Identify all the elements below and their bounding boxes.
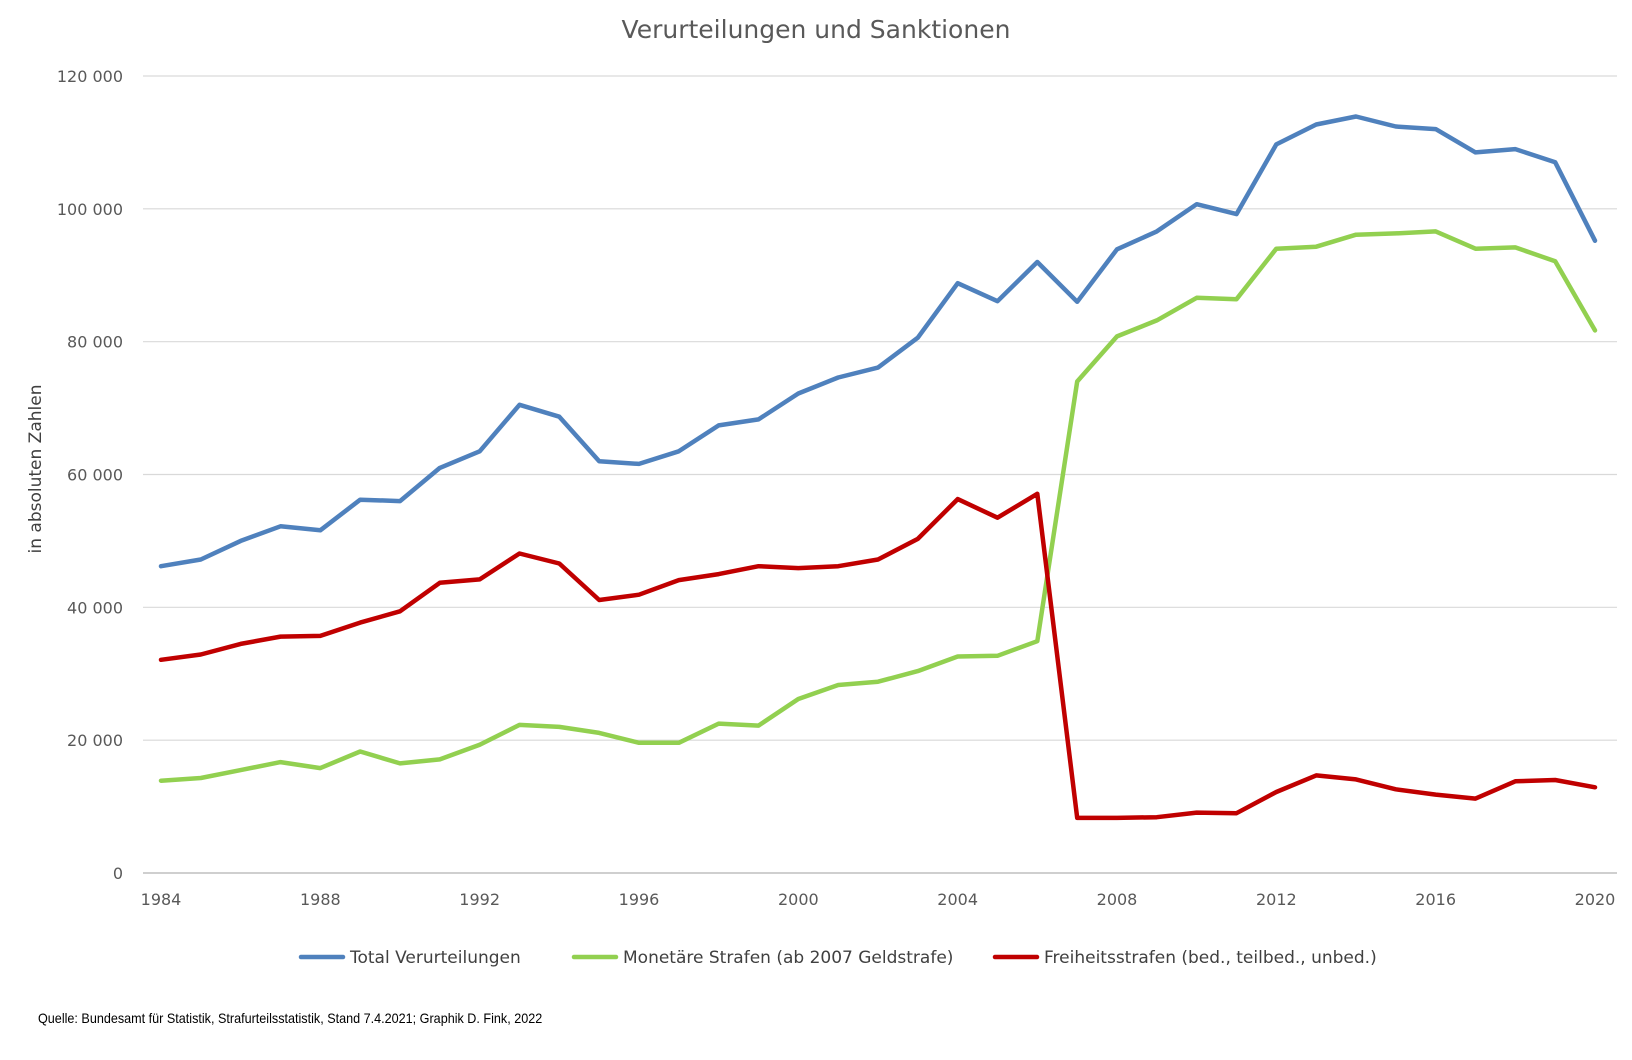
x-tick-label: 1984	[141, 890, 182, 909]
y-tick-label: 60 000	[67, 466, 123, 485]
x-axis-ticks: 1984 1988 1992 1996 2000 2004 2008 2012 2016 2020	[141, 890, 1616, 909]
y-tick-label: 0	[113, 864, 123, 883]
y-tick-label: 40 000	[67, 598, 123, 617]
x-tick-label: 2016	[1415, 890, 1456, 909]
series-line-3	[158, 491, 1598, 821]
source-note: Quelle: Bundesamt für Statistik, Strafur…	[38, 1010, 543, 1026]
y-tick-label: 20 000	[67, 731, 123, 750]
x-tick-label: 1992	[459, 890, 500, 909]
x-tick-label: 1988	[300, 890, 341, 909]
legend: Total Verurteilungen Monetäre Strafen (ab…	[298, 948, 1377, 968]
legend-label: Total Verurteilungen	[349, 948, 521, 968]
series-line-1	[158, 114, 1598, 569]
chart-title: Verurteilungen und Sanktionen	[622, 15, 1011, 44]
x-tick-label: 2004	[937, 890, 978, 909]
x-tick-label: 2008	[1097, 890, 1138, 909]
y-tick-label: 100 000	[57, 200, 123, 219]
x-tick-label: 2000	[778, 890, 819, 909]
x-tick-label: 2020	[1575, 890, 1616, 909]
series-line-2	[158, 229, 1598, 783]
y-tick-label: 120 000	[57, 67, 123, 86]
x-tick-label: 1996	[619, 890, 660, 909]
y-axis-label: in absoluten Zahlen	[26, 385, 46, 554]
x-tick-label: 2012	[1256, 890, 1297, 909]
grid-lines	[143, 75, 1617, 874]
legend-label: Freiheitsstrafen (bed., teilbed., unbed.…	[1044, 948, 1377, 968]
series-lines	[158, 114, 1598, 821]
legend-label: Monetäre Strafen (ab 2007 Geldstrafe)	[623, 948, 953, 968]
y-tick-label: 80 000	[67, 333, 123, 352]
y-axis-ticks: 0 20 000 40 000 60 000 80 000 100 000 120 000	[57, 67, 123, 883]
